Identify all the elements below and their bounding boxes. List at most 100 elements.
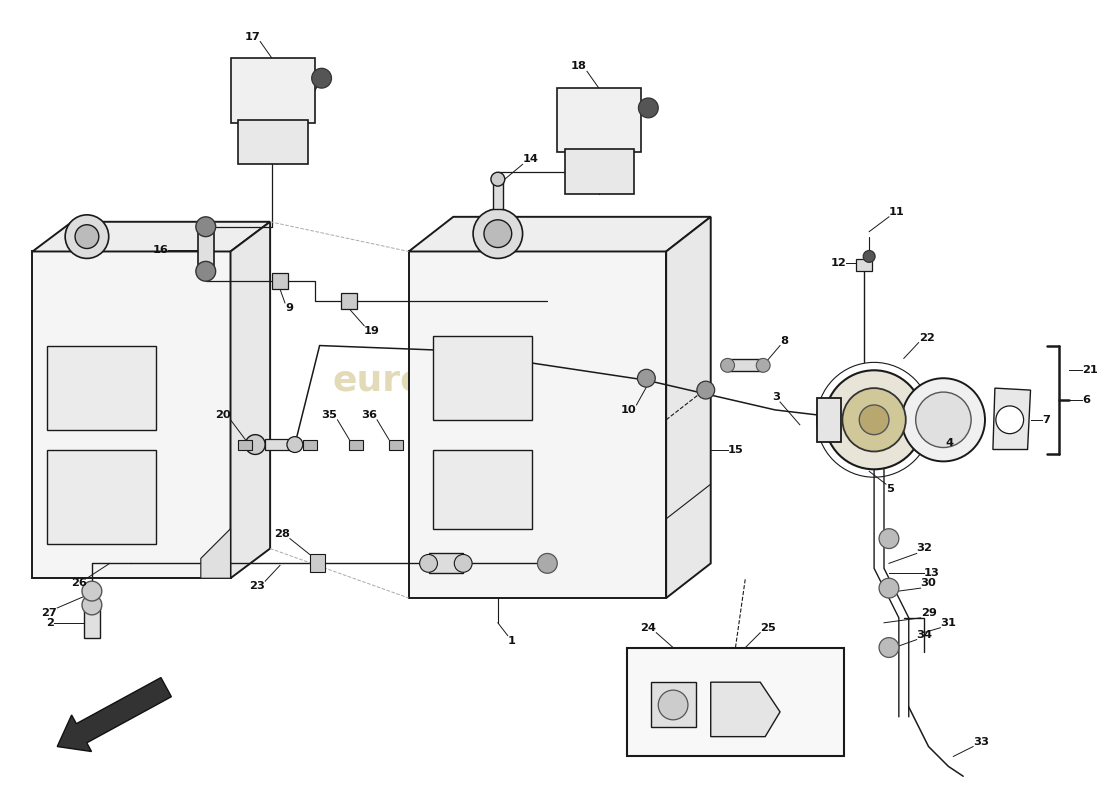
Text: 28: 28 (274, 529, 290, 538)
Text: 10: 10 (620, 405, 637, 415)
Circle shape (196, 262, 216, 281)
Text: 32: 32 (916, 543, 933, 554)
Text: 15: 15 (727, 445, 744, 454)
FancyArrow shape (57, 678, 172, 751)
Text: 11: 11 (889, 207, 904, 217)
Polygon shape (33, 251, 231, 578)
Text: 18: 18 (571, 62, 587, 71)
Text: a passion for parts: a passion for parts (433, 426, 602, 444)
Text: 5: 5 (886, 484, 894, 494)
Circle shape (720, 358, 735, 372)
Text: 2: 2 (46, 618, 54, 628)
Bar (433, 336, 532, 420)
Text: 1: 1 (508, 636, 516, 646)
Bar (433, 450, 532, 529)
Circle shape (473, 209, 522, 258)
Text: 3: 3 (772, 392, 780, 402)
Circle shape (915, 392, 971, 447)
Text: 23: 23 (250, 581, 265, 591)
Text: 30: 30 (921, 578, 936, 588)
Circle shape (287, 437, 303, 453)
Bar (239, 440, 252, 450)
Bar (350, 440, 363, 450)
Bar (651, 682, 696, 726)
Circle shape (419, 554, 438, 572)
Text: 20: 20 (214, 410, 231, 420)
Circle shape (902, 378, 985, 462)
Bar (558, 88, 641, 153)
Circle shape (697, 381, 715, 399)
Circle shape (638, 98, 658, 118)
Text: 33: 33 (974, 737, 989, 746)
Text: 9: 9 (285, 303, 293, 313)
Circle shape (538, 554, 558, 574)
Text: 31: 31 (940, 618, 956, 628)
Bar (816, 398, 842, 442)
Text: 13: 13 (924, 568, 939, 578)
Circle shape (879, 529, 899, 549)
Circle shape (757, 358, 770, 372)
Bar (565, 150, 635, 194)
Polygon shape (409, 251, 667, 598)
Circle shape (75, 225, 99, 249)
Polygon shape (711, 682, 780, 737)
Bar (389, 440, 403, 450)
Text: 22: 22 (918, 333, 934, 342)
Text: 25: 25 (760, 622, 775, 633)
Bar (429, 554, 463, 574)
Text: 7: 7 (1043, 415, 1050, 425)
Bar (265, 438, 290, 450)
Circle shape (825, 370, 924, 470)
Circle shape (843, 388, 905, 451)
Circle shape (311, 68, 331, 88)
Bar (47, 450, 156, 543)
Circle shape (454, 554, 472, 572)
Polygon shape (201, 529, 231, 578)
Polygon shape (33, 222, 271, 251)
Text: 27: 27 (42, 608, 57, 618)
Text: 6: 6 (1082, 395, 1090, 405)
Text: 29: 29 (921, 608, 936, 618)
Circle shape (245, 434, 265, 454)
Text: 26: 26 (72, 578, 87, 588)
Text: 36: 36 (361, 410, 377, 420)
Text: 12: 12 (830, 258, 846, 268)
Bar (341, 293, 358, 309)
Circle shape (996, 406, 1024, 434)
Circle shape (491, 172, 505, 186)
Text: euromotoelectrics: euromotoelectrics (332, 363, 703, 397)
Circle shape (859, 405, 889, 434)
Text: 34: 34 (916, 630, 933, 640)
Text: 19: 19 (364, 326, 381, 336)
Polygon shape (667, 217, 711, 598)
Text: 17: 17 (244, 31, 261, 42)
Bar (302, 440, 317, 450)
Text: 21: 21 (1082, 366, 1098, 375)
Bar (627, 647, 845, 757)
Bar (856, 259, 872, 271)
Bar (239, 120, 308, 164)
Bar (493, 179, 503, 209)
Circle shape (638, 370, 656, 387)
Circle shape (196, 217, 216, 237)
Text: 4: 4 (945, 438, 954, 448)
Bar (198, 226, 213, 271)
Bar (310, 554, 324, 572)
Polygon shape (409, 217, 711, 251)
Circle shape (879, 578, 899, 598)
Circle shape (864, 250, 876, 262)
Text: 8: 8 (780, 335, 788, 346)
Bar (84, 608, 100, 638)
Polygon shape (231, 222, 271, 578)
Text: 16: 16 (152, 245, 168, 254)
Bar (727, 359, 763, 371)
Circle shape (879, 638, 899, 658)
Circle shape (82, 581, 102, 601)
Bar (272, 274, 288, 289)
Circle shape (484, 220, 512, 247)
Text: 35: 35 (321, 410, 338, 420)
Circle shape (658, 690, 688, 720)
Circle shape (65, 215, 109, 258)
Bar (47, 346, 156, 430)
Text: 14: 14 (522, 154, 539, 164)
